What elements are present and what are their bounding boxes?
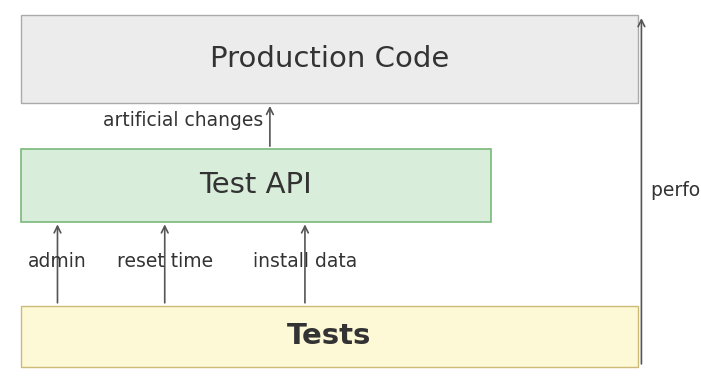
Text: admin: admin	[28, 252, 87, 271]
Bar	[21, 149, 491, 222]
Text: Test API: Test API	[200, 171, 312, 199]
Text: install data: install data	[253, 252, 357, 271]
Bar	[21, 306, 638, 367]
Text: reset time: reset time	[116, 252, 213, 271]
Text: Tests: Tests	[287, 322, 372, 350]
Text: perform test: perform test	[651, 181, 701, 201]
Bar	[21, 15, 638, 103]
Text: Production Code: Production Code	[210, 45, 449, 73]
Text: artificial changes: artificial changes	[102, 111, 263, 130]
